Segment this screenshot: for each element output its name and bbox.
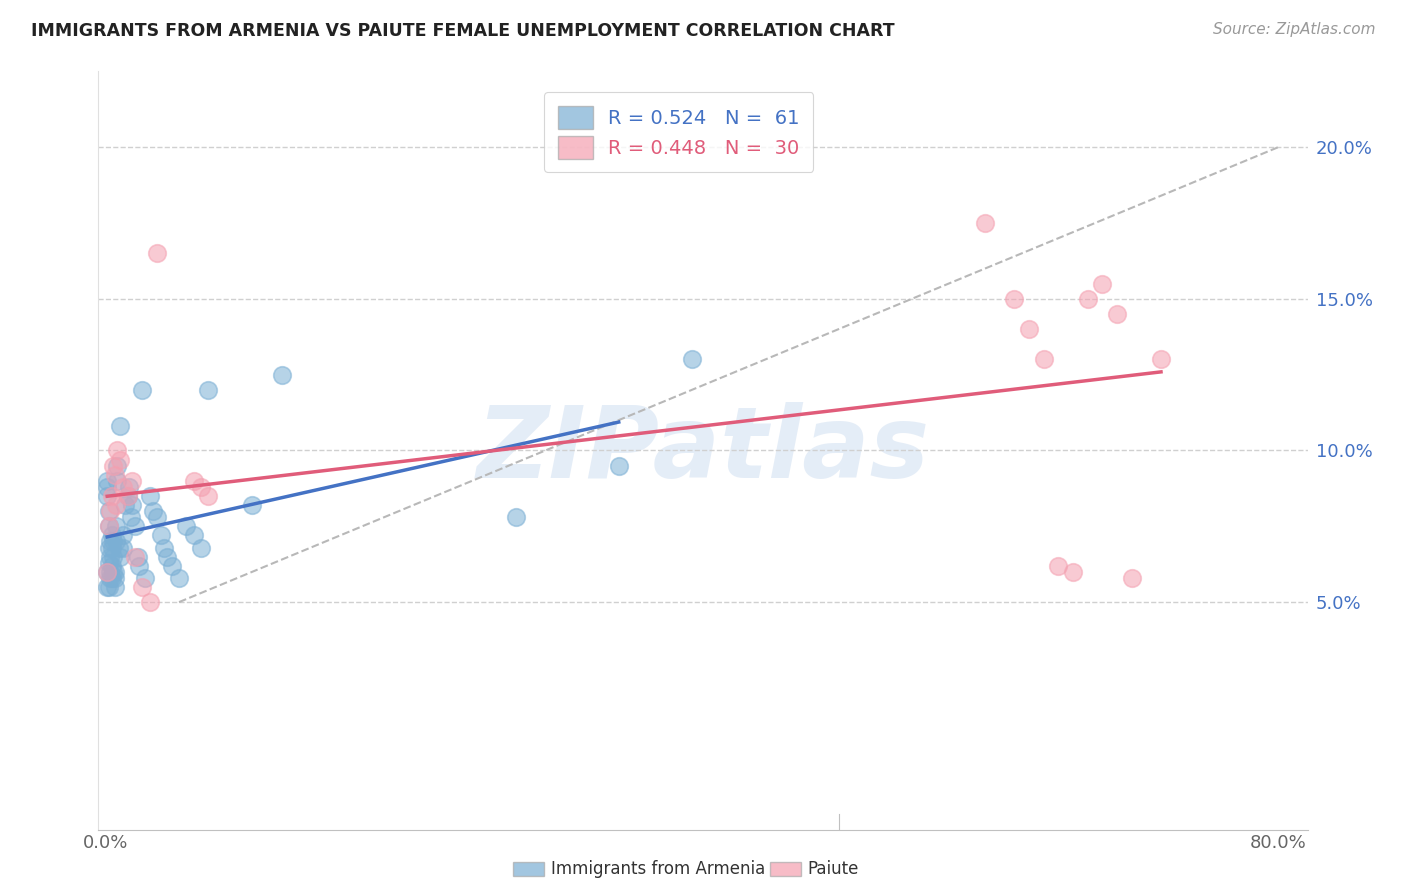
Point [1150,352,1173,367]
Point [98,571,121,585]
Point [96,474,118,488]
Point [107,458,129,473]
Point [97,556,120,570]
Point [112,480,135,494]
Point [131,383,153,397]
Point [101,458,124,473]
Point [153,541,176,555]
Text: Source: ZipAtlas.com: Source: ZipAtlas.com [1212,22,1375,37]
Point [101,534,124,549]
Point [128,558,150,573]
Point [607,458,630,473]
Point [1032,352,1054,367]
Text: IMMIGRANTS FROM ARMENIA VS PAIUTE FEMALE UNEMPLOYMENT CORRELATION CHART: IMMIGRANTS FROM ARMENIA VS PAIUTE FEMALE… [31,22,894,40]
Point [120,510,142,524]
Point [97,541,120,555]
Point [974,216,997,230]
Point [110,452,132,467]
Point [1091,277,1114,291]
Text: Immigrants from Armenia: Immigrants from Armenia [551,860,765,878]
Point [240,498,263,512]
Point [103,571,125,585]
Point [103,580,125,594]
Point [127,549,149,564]
Point [121,498,143,512]
Point [97,519,120,533]
Point [156,549,179,564]
Point [176,519,198,533]
Point [505,510,527,524]
Point [270,368,292,382]
Point [183,474,205,488]
Point [183,528,205,542]
Point [190,480,212,494]
Point [1121,571,1143,585]
Point [110,549,132,564]
Point [100,528,122,542]
Point [167,571,190,585]
Point [146,510,169,524]
Point [1077,292,1099,306]
Point [97,504,120,518]
Point [105,519,128,533]
Point [96,565,118,579]
Point [150,528,173,542]
FancyBboxPatch shape [770,862,801,876]
Point [103,565,125,579]
Point [197,489,219,503]
Point [98,534,121,549]
Point [96,489,118,503]
Point [103,467,125,482]
Point [114,498,136,512]
Point [131,580,153,594]
Point [160,558,183,573]
Point [138,595,160,609]
Point [100,489,122,503]
Point [197,383,219,397]
Point [117,489,139,503]
Point [100,571,122,585]
Point [97,519,120,533]
Point [124,519,146,533]
Point [101,549,124,564]
Point [117,489,139,503]
Point [105,534,128,549]
Point [118,480,141,494]
Point [1062,565,1084,579]
Point [1047,558,1070,573]
Point [1018,322,1040,336]
Point [97,580,120,594]
Point [124,549,146,564]
Point [100,558,122,573]
Point [98,549,121,564]
Point [146,246,169,260]
Point [112,528,135,542]
Point [98,504,121,518]
Point [96,480,118,494]
Point [96,565,118,579]
Point [138,489,160,503]
Point [1105,307,1128,321]
FancyBboxPatch shape [513,862,544,876]
Point [134,571,156,585]
Point [98,565,121,579]
Point [112,541,135,555]
Point [108,541,131,555]
Point [101,565,124,579]
Point [107,474,129,488]
Point [142,504,165,518]
Point [96,580,118,594]
Point [110,419,132,434]
Point [1004,292,1026,306]
Point [681,352,703,367]
Text: Paiute: Paiute [807,860,859,878]
Point [190,541,212,555]
Point [107,443,129,458]
Point [100,541,122,555]
Text: ZIPatlas: ZIPatlas [477,402,929,499]
Point [121,474,143,488]
Legend: R = 0.524   N =  61, R = 0.448   N =  30: R = 0.524 N = 61, R = 0.448 N = 30 [544,93,814,172]
Point [105,498,128,512]
